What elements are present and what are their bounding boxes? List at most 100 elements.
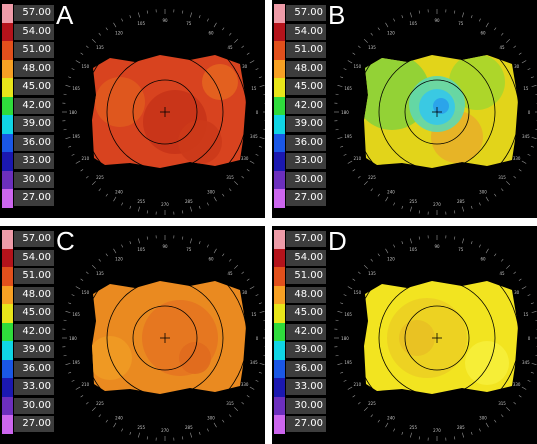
angle-tick: [393, 202, 396, 206]
scale-label: 54.00: [14, 23, 54, 40]
angle-label: 120: [115, 30, 123, 35]
scale-label: 27.00: [14, 190, 54, 206]
angle-tick: [370, 188, 373, 192]
angle-tick: [263, 129, 265, 130]
angle-label: 0: [528, 110, 531, 115]
angle-tick: [98, 32, 101, 36]
scale-swatch: [274, 22, 285, 41]
angle-tick: [357, 402, 361, 405]
angle-label: 45: [500, 271, 506, 276]
angle-label: 330: [513, 382, 521, 387]
angle-label: 45: [500, 45, 506, 50]
scale-label: 45.00: [14, 305, 54, 321]
scale-swatch: [2, 248, 13, 267]
angle-tick: [259, 311, 265, 313]
angle-tick: [206, 202, 209, 206]
angle-label: 285: [185, 199, 193, 204]
reference-ring: [82, 29, 248, 195]
scale-swatch: [2, 396, 13, 415]
angle-tick: [401, 431, 404, 435]
angle-tick: [198, 205, 201, 209]
angle-label: 135: [96, 271, 104, 276]
angle-tick: [485, 22, 489, 28]
scale-swatch: [274, 341, 285, 360]
angle-label: 195: [344, 134, 352, 139]
angle-label: 240: [115, 190, 123, 195]
angle-tick: [530, 302, 534, 305]
angle-label: 240: [387, 190, 395, 195]
angle-label: 120: [387, 256, 395, 261]
angle-label: 135: [368, 45, 376, 50]
angle-tick: [206, 428, 209, 432]
map-patch: [465, 341, 509, 385]
scale-swatch: [274, 304, 285, 323]
angle-label: 150: [82, 290, 90, 295]
angle-tick: [462, 12, 464, 18]
angle-tick: [198, 241, 201, 245]
angle-tick: [255, 153, 259, 156]
angle-tick: [146, 210, 148, 214]
angle-tick: [113, 248, 117, 254]
angle-tick: [138, 12, 140, 18]
angle-tick: [68, 145, 72, 148]
angle-tick: [377, 419, 380, 423]
angle-label: 90: [434, 18, 440, 23]
angle-tick: [531, 85, 537, 87]
angle-tick: [246, 169, 250, 172]
angle-tick: [518, 278, 522, 281]
angle-tick: [68, 371, 72, 374]
reference-ring: [404, 79, 470, 145]
angle-tick: [340, 371, 344, 374]
angle-tick: [105, 27, 108, 31]
angle-label: 300: [479, 190, 487, 195]
angle-tick: [65, 363, 71, 365]
scale-swatch: [274, 189, 285, 208]
angle-tick: [198, 431, 201, 435]
scale-swatch: [274, 152, 285, 171]
reference-ring: [378, 53, 496, 171]
angle-tick: [258, 76, 262, 79]
angle-tick: [335, 319, 339, 321]
scale-swatch: [2, 378, 13, 397]
angle-label: 105: [409, 247, 417, 252]
scale-label: 45.00: [286, 79, 326, 95]
angle-tick: [80, 52, 84, 55]
angle-label: 240: [387, 416, 395, 421]
angle-tick: [347, 386, 353, 390]
scale-swatch: [2, 133, 13, 152]
angle-label: 255: [409, 425, 417, 430]
angle-tick: [518, 52, 522, 55]
angle-tick: [393, 18, 396, 22]
scale-label: 48.00: [286, 60, 326, 77]
scale-label: 39.00: [286, 116, 326, 132]
angle-tick: [138, 206, 140, 212]
angle-tick: [470, 205, 473, 209]
angle-label: 180: [341, 110, 349, 115]
angle-tick: [494, 419, 497, 423]
angle-label: 0: [256, 110, 259, 115]
angle-label: 15: [251, 86, 257, 91]
angle-tick: [190, 12, 192, 18]
angle-tick: [347, 60, 353, 64]
angle-label: 90: [434, 244, 440, 249]
scale-swatch: [2, 22, 13, 41]
scale-swatch: [2, 59, 13, 78]
angle-tick: [71, 153, 75, 156]
angle-label: 225: [368, 401, 376, 406]
angle-tick: [357, 271, 361, 274]
angle-tick: [182, 210, 184, 214]
angle-tick: [146, 436, 148, 440]
angle-label: 15: [523, 86, 529, 91]
angle-tick: [513, 402, 517, 405]
angle-tick: [259, 85, 265, 87]
angle-label: 150: [354, 64, 362, 69]
angle-tick: [255, 68, 259, 71]
angle-label: 105: [137, 21, 145, 26]
angle-tick: [340, 302, 344, 305]
angle-tick: [393, 244, 396, 248]
angle-tick: [121, 18, 124, 22]
angle-label: 300: [207, 416, 215, 421]
angle-tick: [337, 311, 343, 313]
topography-map-b: 0 15 30 45 60 75 90 105 120 135 150 165 180 195 210 225…: [334, 9, 537, 215]
scale-swatch: [2, 41, 13, 60]
